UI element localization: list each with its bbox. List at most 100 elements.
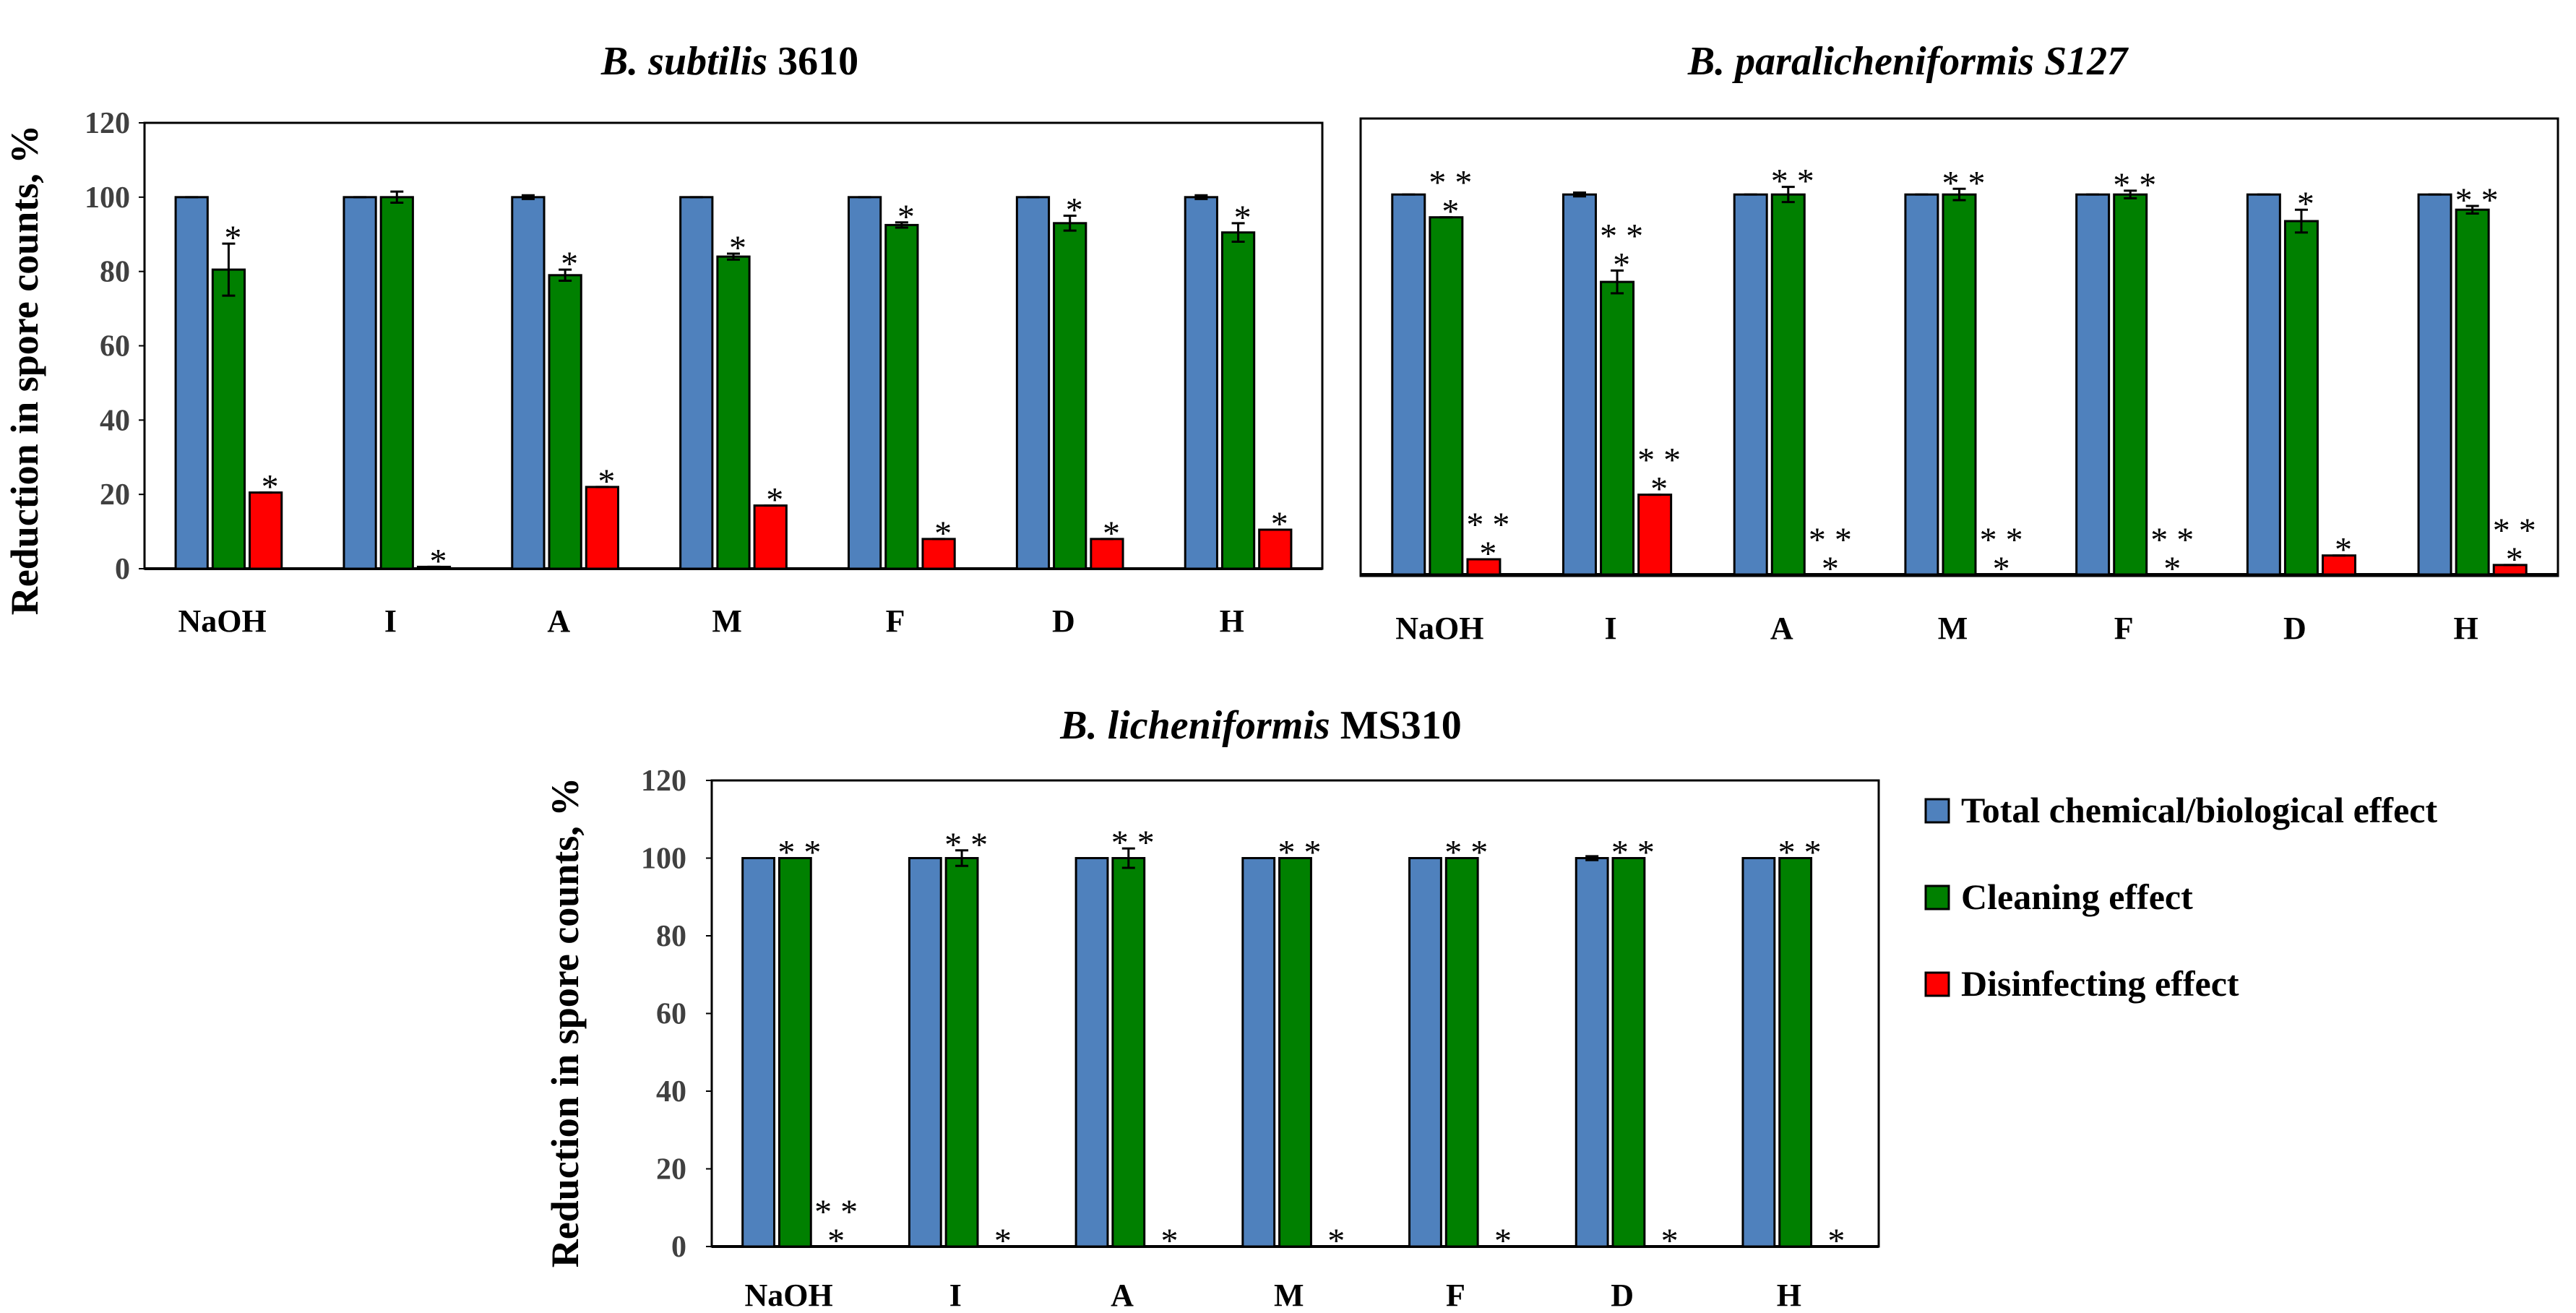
panel-licheniformis-ytick: 60: [656, 998, 686, 1031]
bar-licheniformis-cleaning: [1111, 857, 1146, 1248]
significance-marker-licheniformis: * *: [1611, 834, 1655, 872]
significance-marker-paralicheniformis: * *: [1637, 442, 1681, 480]
significance-marker-subtilis: *: [1066, 191, 1083, 230]
significance-marker-subtilis: *: [1271, 505, 1288, 543]
significance-marker-paralicheniformis: * *: [1771, 163, 1814, 201]
panel-licheniformis-ytick: 80: [656, 920, 686, 953]
bar-subtilis-disinfecting: [585, 486, 619, 570]
panel-licheniformis-ytick: 100: [641, 843, 686, 876]
bar-subtilis-disinfecting: [249, 491, 283, 570]
bar-paralicheniformis-total: [2246, 193, 2281, 576]
panel-subtilis-ytick: 120: [85, 107, 130, 140]
bar-paralicheniformis-total: [1391, 193, 1426, 576]
bar-licheniformis-cleaning: [1278, 857, 1312, 1248]
bar-subtilis-cleaning: [716, 255, 751, 570]
significance-marker-subtilis: *: [598, 462, 615, 501]
bar-licheniformis-cleaning: [1778, 857, 1813, 1248]
bar-paralicheniformis-total: [1904, 193, 1939, 576]
bar-licheniformis-cleaning: [1444, 857, 1479, 1248]
panel-licheniformis-ylabel: Reduction in spore counts, %: [543, 778, 587, 1268]
significance-marker-paralicheniformis: *: [1613, 246, 1630, 284]
significance-marker-paralicheniformis: *: [1479, 535, 1496, 573]
bar-subtilis-total: [1015, 196, 1051, 570]
xtick-subtilis: D: [1052, 603, 1075, 639]
xtick-licheniformis: M: [1274, 1278, 1304, 1313]
bar-licheniformis-cleaning: [944, 857, 979, 1248]
legend-label-cleaning: Cleaning effect: [1961, 877, 2193, 917]
significance-marker-subtilis: *: [766, 481, 783, 520]
significance-marker-paralicheniformis: * *: [1809, 521, 1852, 559]
xtick-paralicheniformis: A: [1770, 611, 1793, 646]
significance-marker-licheniformis: *: [1161, 1222, 1179, 1260]
panel-paralicheniformis-title: B. paralicheniformis S127: [1687, 39, 2129, 84]
legend-swatch-cleaning: [1924, 884, 1950, 911]
bar-subtilis-cleaning: [1220, 231, 1256, 570]
significance-marker-licheniformis: * *: [777, 834, 821, 872]
xtick-licheniformis: NaOH: [744, 1278, 832, 1313]
panel-paralicheniformis-plot: ** *** *NaOH** *** *I* *** *A* *** *M* *…: [1359, 117, 2559, 646]
panel-subtilis-title-rest: 3610: [767, 39, 858, 84]
significance-marker-paralicheniformis: * *: [2150, 521, 2194, 559]
significance-marker-paralicheniformis: *: [2506, 541, 2523, 579]
significance-marker-paralicheniformis: *: [2335, 531, 2352, 569]
bar-subtilis-total: [511, 196, 546, 570]
panel-subtilis: B. subtilis 3610 Reduction in spore coun…: [3, 39, 1324, 639]
significance-marker-subtilis: *: [430, 542, 447, 580]
panel-licheniformis-ytick: 20: [656, 1153, 686, 1187]
bar-licheniformis-cleaning: [777, 857, 812, 1248]
xtick-licheniformis: F: [1446, 1278, 1465, 1313]
panel-licheniformis-ytick: 120: [641, 765, 686, 798]
bar-subtilis-cleaning: [379, 196, 414, 570]
significance-marker-paralicheniformis: *: [1993, 550, 2010, 588]
xtick-paralicheniformis: I: [1605, 611, 1617, 646]
panel-licheniformis-title-rest: MS310: [1330, 703, 1462, 748]
bar-subtilis-total: [174, 196, 209, 570]
legend: Total chemical/biological effect Cleanin…: [1924, 790, 2437, 1004]
xtick-licheniformis: H: [1777, 1278, 1801, 1313]
xtick-licheniformis: I: [949, 1278, 962, 1313]
xtick-subtilis: A: [547, 603, 570, 639]
bar-paralicheniformis-cleaning: [2283, 220, 2319, 576]
panel-subtilis-ytick: 80: [100, 256, 130, 289]
significance-marker-paralicheniformis: * *: [1942, 164, 1986, 202]
significance-marker-paralicheniformis: * *: [2455, 181, 2499, 220]
significance-marker-subtilis: *: [262, 468, 279, 507]
xtick-paralicheniformis: H: [2454, 611, 2478, 646]
panel-subtilis-ytick: 40: [100, 404, 130, 437]
significance-marker-licheniformis: * *: [1444, 834, 1488, 872]
significance-marker-paralicheniformis: * *: [1980, 521, 2023, 559]
xtick-subtilis: NaOH: [178, 603, 266, 639]
bar-paralicheniformis-total: [2417, 193, 2452, 576]
significance-marker-subtilis: *: [934, 515, 952, 553]
bar-subtilis-total: [848, 196, 882, 570]
significance-marker-paralicheniformis: *: [2163, 550, 2181, 588]
bar-paralicheniformis-cleaning: [1429, 216, 1464, 576]
significance-marker-licheniformis: *: [1327, 1222, 1345, 1260]
significance-marker-subtilis: *: [561, 245, 578, 283]
bar-licheniformis-total: [1575, 857, 1609, 1248]
significance-marker-paralicheniformis: * *: [1466, 506, 1509, 544]
bar-subtilis-total: [679, 196, 714, 570]
panel-licheniformis: B. licheniformis MS310 Reduction in spor…: [543, 703, 1880, 1313]
bar-paralicheniformis-total: [1733, 193, 1768, 576]
significance-marker-licheniformis: * *: [944, 826, 988, 864]
significance-marker-subtilis: *: [1234, 199, 1252, 237]
bar-subtilis-cleaning: [211, 268, 246, 570]
panel-subtilis-plot: 0 20 40 60 80 100 120 * * NaOH * I * * A * * M * * F * * D * * H: [85, 107, 1324, 639]
xtick-paralicheniformis: M: [1938, 611, 1968, 646]
bar-subtilis-cleaning: [1053, 222, 1087, 570]
xtick-subtilis: F: [886, 603, 905, 639]
xtick-subtilis: M: [712, 603, 742, 639]
bar-paralicheniformis-cleaning: [1600, 280, 1635, 576]
xtick-paralicheniformis: NaOH: [1395, 611, 1483, 646]
panel-licheniformis-ytick: 0: [671, 1231, 686, 1264]
panel-subtilis-ytick: 60: [100, 330, 130, 363]
xtick-licheniformis: D: [1611, 1278, 1634, 1313]
bar-licheniformis-cleaning: [1611, 857, 1646, 1248]
significance-marker-paralicheniformis: *: [1822, 550, 1839, 588]
xtick-paralicheniformis: F: [2114, 611, 2134, 646]
significance-marker-licheniformis: * *: [1778, 834, 1822, 872]
significance-marker-paralicheniformis: *: [1650, 470, 1668, 509]
bar-paralicheniformis-cleaning: [1770, 193, 1806, 576]
